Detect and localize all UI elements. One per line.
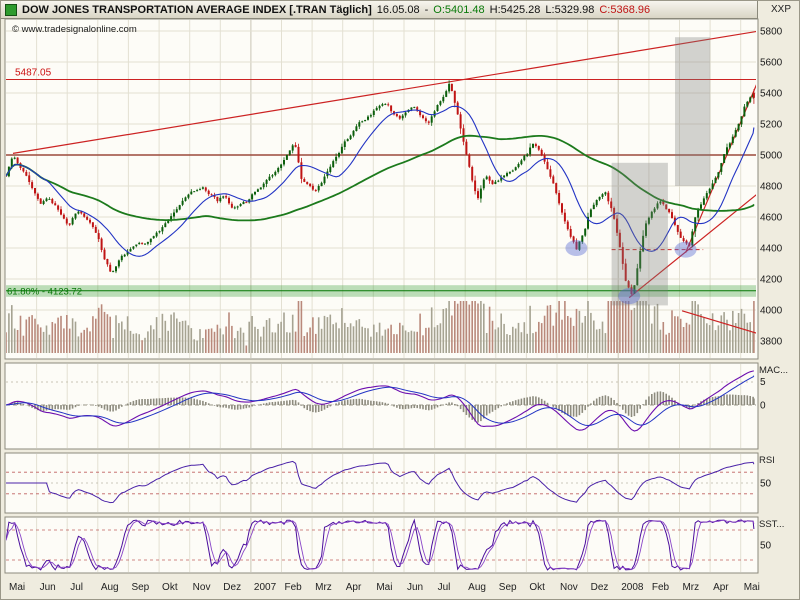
highlight-box <box>611 162 668 306</box>
svg-text:5800: 5800 <box>760 27 783 38</box>
svg-text:3800: 3800 <box>760 337 783 348</box>
x-axis-label: Mrz <box>682 582 699 593</box>
svg-text:5600: 5600 <box>760 58 783 69</box>
title-separator: - <box>424 3 429 16</box>
svg-text:4200: 4200 <box>760 275 783 286</box>
x-axis-label: Aug <box>101 582 119 593</box>
low-marker-ellipse <box>565 240 588 256</box>
chart-title: DOW JONES TRANSPORTATION AVERAGE INDEX [… <box>22 3 372 16</box>
watermark: © www.tradesignalonline.com <box>12 24 137 35</box>
x-axis-label: Apr <box>713 582 729 593</box>
x-axis-label: Jun <box>407 582 423 593</box>
svg-text:50: 50 <box>760 541 772 552</box>
svg-text:4000: 4000 <box>760 306 783 317</box>
x-axis-label: Jul <box>438 582 451 593</box>
x-axis-label: Nov <box>193 582 211 593</box>
x-axis-label: Dez <box>591 582 609 593</box>
x-axis-label: Okt <box>529 582 545 593</box>
rsi-panel-label: RSI <box>759 455 775 466</box>
open-value: O:5401.48 <box>433 3 485 16</box>
x-axis-label: Dez <box>223 582 241 593</box>
upper-channel-trendline <box>12 30 756 154</box>
x-axis-label: Mai <box>9 582 25 593</box>
instrument-icon <box>5 3 17 16</box>
x-axis-label: 2007 <box>254 582 277 593</box>
x-axis-label: Okt <box>162 582 178 593</box>
x-axis-label: Feb <box>285 582 303 593</box>
x-axis-label: Feb <box>652 582 670 593</box>
x-axis-label: Sep <box>499 582 517 593</box>
low-marker-ellipse <box>674 241 697 258</box>
scale-corner-label: XXP <box>770 4 791 15</box>
x-axis-label: Jun <box>40 582 56 593</box>
x-axis-label: Mrz <box>315 582 332 593</box>
x-axis-label: Mai <box>376 582 392 593</box>
x-axis-label: Mai <box>744 582 760 593</box>
high-value: H:5425.28 <box>489 3 541 16</box>
volume-decline-trendline <box>681 310 756 334</box>
x-axis-label: Aug <box>468 582 486 593</box>
close-value: C:5368.96 <box>599 3 651 16</box>
chart-date: 16.05.08 <box>376 3 420 16</box>
fibonacci-level-label: 61.80% - 4123.72 <box>7 286 82 297</box>
x-axis-label: Jul <box>70 582 83 593</box>
svg-text:4600: 4600 <box>760 213 783 224</box>
svg-text:5000: 5000 <box>760 151 783 162</box>
svg-text:50: 50 <box>760 479 772 490</box>
x-axis-label: 2008 <box>621 582 644 593</box>
svg-text:0: 0 <box>760 401 766 412</box>
x-axis-label: Apr <box>346 582 362 593</box>
highlight-box <box>675 37 711 187</box>
x-axis-label: Sep <box>131 582 149 593</box>
svg-text:5400: 5400 <box>760 89 783 100</box>
low-marker-ellipse <box>618 288 641 305</box>
svg-text:5: 5 <box>760 377 766 388</box>
svg-text:4400: 4400 <box>760 244 783 255</box>
chart-titlebar: DOW JONES TRANSPORTATION AVERAGE INDEX [… <box>1 1 758 19</box>
resistance-level-label: 5487.05 <box>15 68 52 79</box>
low-value: L:5329.98 <box>545 3 595 16</box>
svg-text:5200: 5200 <box>760 120 783 131</box>
sst-panel-label: SST... <box>759 519 784 530</box>
macd-panel-label: MAC... <box>759 365 788 376</box>
svg-text:4800: 4800 <box>760 182 783 193</box>
x-axis-label: Nov <box>560 582 578 593</box>
